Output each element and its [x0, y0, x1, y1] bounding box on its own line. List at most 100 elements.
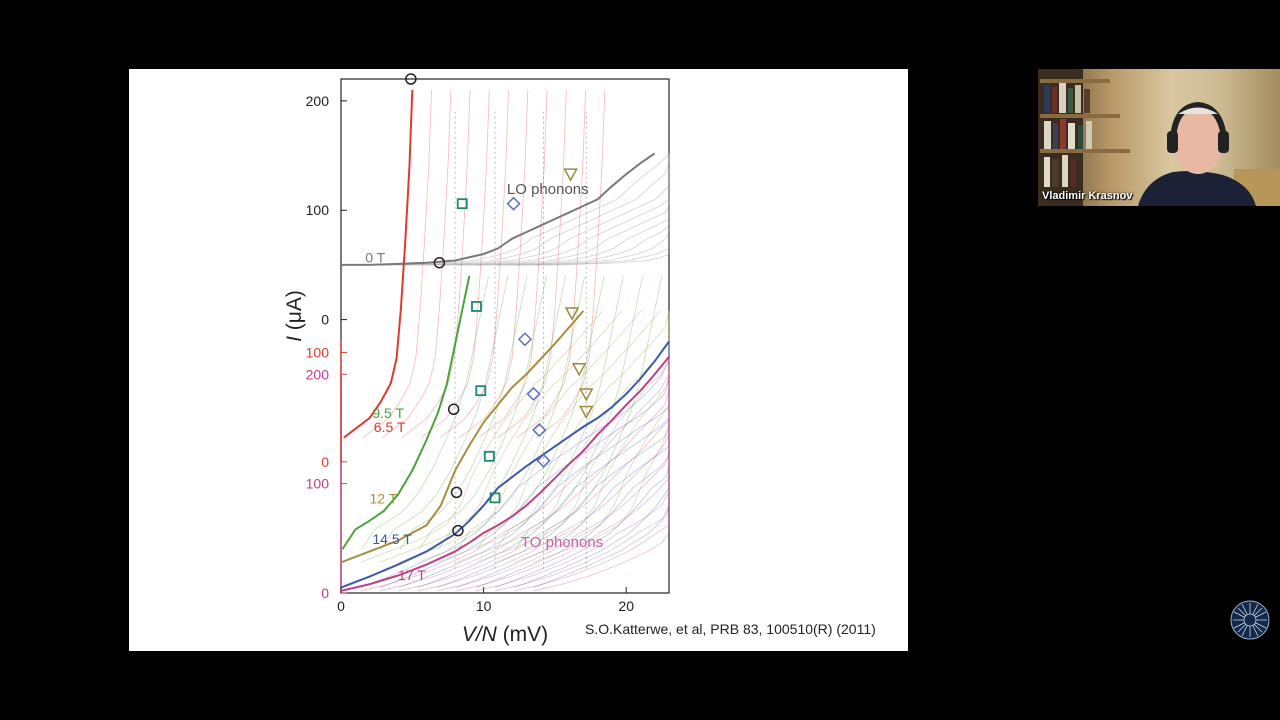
branch-line	[379, 310, 623, 563]
triangle-marker	[564, 307, 580, 321]
x-axis-label-unit: (mV)	[497, 623, 548, 646]
branch-line	[362, 89, 432, 439]
branch-line	[398, 341, 670, 588]
x-axis-label: V/N (mV)	[462, 623, 548, 646]
branch-line	[456, 153, 670, 266]
square-marker	[475, 385, 487, 397]
series-line	[341, 275, 471, 550]
y-tick-label: 0	[321, 454, 329, 470]
y-tick-label: 200	[306, 366, 330, 382]
branch-line	[398, 356, 670, 592]
square-marker	[471, 301, 482, 312]
branch-line	[457, 275, 586, 550]
branch-line	[475, 356, 670, 592]
y-tick-label: 0	[321, 585, 329, 601]
square-marker	[456, 198, 468, 210]
y-tick-label: 100	[306, 344, 330, 360]
y-axis-label: I (μA)	[283, 290, 306, 342]
triangle-marker	[579, 388, 594, 402]
branch-line	[533, 153, 670, 266]
branch-line	[533, 356, 670, 592]
triangle-marker	[579, 405, 594, 420]
branch-line	[475, 341, 670, 588]
iv-curves-chart: 0 10 20 200 100 0 100 0 200 100 0 0 T 6.5 T9.5 T 12 T…	[283, 73, 670, 646]
branch-line	[494, 356, 670, 592]
series-label: 9.5 T	[372, 405, 404, 421]
branch-line	[515, 275, 644, 550]
circle-marker	[452, 524, 464, 537]
branch-line	[533, 341, 670, 588]
branch-line	[398, 310, 642, 563]
branch-line	[516, 89, 586, 439]
branch-line	[514, 341, 670, 588]
branch-line	[514, 310, 670, 563]
y-tick-label: 100	[306, 202, 330, 218]
branch-line	[437, 310, 670, 563]
branch-line	[382, 89, 452, 439]
branch-line	[459, 89, 529, 439]
branch-line	[475, 153, 670, 266]
series-line	[340, 310, 585, 564]
branch-line	[418, 153, 670, 266]
branch-line	[401, 89, 471, 439]
y-tick-label: 0	[321, 312, 329, 328]
plot-frame	[340, 78, 670, 594]
series-line	[343, 89, 414, 439]
branch-line	[456, 341, 670, 588]
branch-line	[417, 310, 661, 563]
branch-line	[419, 275, 547, 550]
citation-text: S.O.Katterwe, et al, PRB 83, 100510(R) (…	[585, 621, 876, 637]
branch-line	[495, 153, 670, 266]
x-axis-label-italic: V/N	[462, 623, 498, 646]
branch-line	[514, 153, 670, 266]
branch-line	[380, 275, 509, 550]
square-marker	[489, 492, 501, 504]
branch-line	[417, 356, 670, 592]
presentation-slide: 0 10 20 200 100 0 100 0 200 100 0 0 T 6.5 T 9.5 T 12 T…	[129, 69, 908, 651]
diamond-marker	[506, 196, 521, 211]
branch-line	[398, 153, 670, 266]
series-line	[340, 340, 670, 589]
branch-line	[456, 356, 670, 592]
branch-line	[475, 310, 670, 563]
participant-video-tile[interactable]: Vladimir Krasnov	[1038, 69, 1280, 206]
university-seal-logo-icon	[1230, 600, 1270, 640]
circle-marker	[450, 486, 463, 499]
series-label: 12 T	[370, 490, 398, 506]
x-tick-label: 0	[337, 598, 345, 614]
series-line	[340, 356, 670, 592]
series-label: 17 T	[398, 567, 426, 583]
diamond-marker	[532, 422, 547, 438]
annotation-label: TO phonons	[521, 534, 603, 551]
series-label: 6.5 T	[374, 419, 406, 435]
branch-line	[514, 356, 670, 592]
branch-line	[494, 341, 670, 588]
y-tick-label: 100	[306, 476, 330, 492]
y-tick-label: 200	[306, 93, 330, 109]
branch-line	[360, 153, 670, 266]
participant-name: Vladimir Krasnov	[1042, 190, 1133, 202]
branch-line	[360, 310, 603, 563]
diamond-marker	[517, 332, 533, 347]
branch-line	[420, 89, 490, 439]
branch-line	[437, 341, 670, 588]
branch-line	[379, 356, 670, 592]
webcam-video-icon	[1038, 69, 1280, 206]
diamond-marker	[526, 386, 541, 402]
branch-line	[494, 310, 670, 563]
branch-line	[417, 341, 670, 588]
series-label: 0 T	[365, 250, 385, 266]
branch-line	[437, 356, 670, 592]
x-tick-label: 20	[618, 598, 634, 614]
annotation-label: LO phonons	[507, 181, 589, 198]
branch-line	[379, 153, 670, 266]
branch-line	[437, 153, 670, 266]
branch-line	[360, 356, 670, 592]
branch-line	[533, 310, 670, 563]
circle-marker	[405, 73, 417, 85]
series-label: 14.5 T	[372, 531, 412, 547]
branch-line	[361, 275, 489, 550]
branch-line	[497, 89, 567, 439]
branch-line	[534, 275, 663, 550]
branch-line	[496, 275, 624, 550]
